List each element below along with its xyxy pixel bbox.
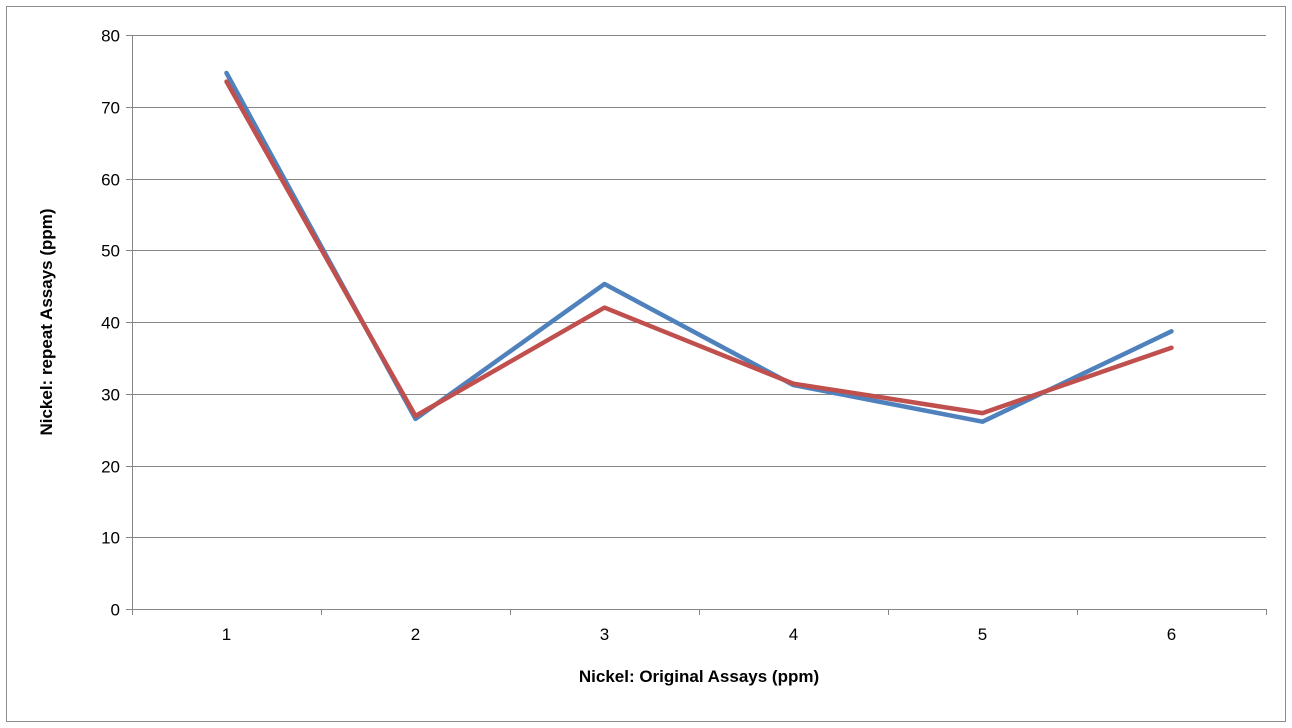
series-line-1 <box>224 70 1174 424</box>
series-line-2 <box>224 79 1174 419</box>
y-tick-label: 40 <box>101 314 120 333</box>
x-tick-label: 5 <box>978 625 987 644</box>
x-tick-label: 4 <box>789 625 798 644</box>
y-tick-label: 70 <box>101 99 120 118</box>
gridlines <box>132 35 1266 538</box>
series-lines <box>224 70 1174 424</box>
x-axis-title: Nickel: Original Assays (ppm) <box>579 667 819 686</box>
y-tick-label: 80 <box>101 27 120 46</box>
y-tick-label: 20 <box>101 458 120 477</box>
x-tick-label: 2 <box>411 625 420 644</box>
y-tick-label: 60 <box>101 171 120 190</box>
y-axis-title: Nickel: repeat Assays (ppm) <box>37 208 56 435</box>
tick-labels: 0 10 20 30 40 50 60 70 80 1 2 3 4 5 6 <box>101 27 1176 645</box>
x-tick-label: 6 <box>1167 625 1176 644</box>
line-chart: 0 10 20 30 40 50 60 70 80 1 2 3 4 5 6 Nickel: Original… <box>37 27 1267 686</box>
y-tick-label: 30 <box>101 386 120 405</box>
y-tick-label: 10 <box>101 529 120 548</box>
x-tick-label: 1 <box>222 625 231 644</box>
chart-frame: 0 10 20 30 40 50 60 70 80 1 2 3 4 5 6 Nickel: Original… <box>6 6 1286 722</box>
axes <box>126 35 1267 615</box>
y-tick-label: 0 <box>111 601 120 620</box>
x-tick-label: 3 <box>600 625 609 644</box>
y-tick-label: 50 <box>101 242 120 261</box>
